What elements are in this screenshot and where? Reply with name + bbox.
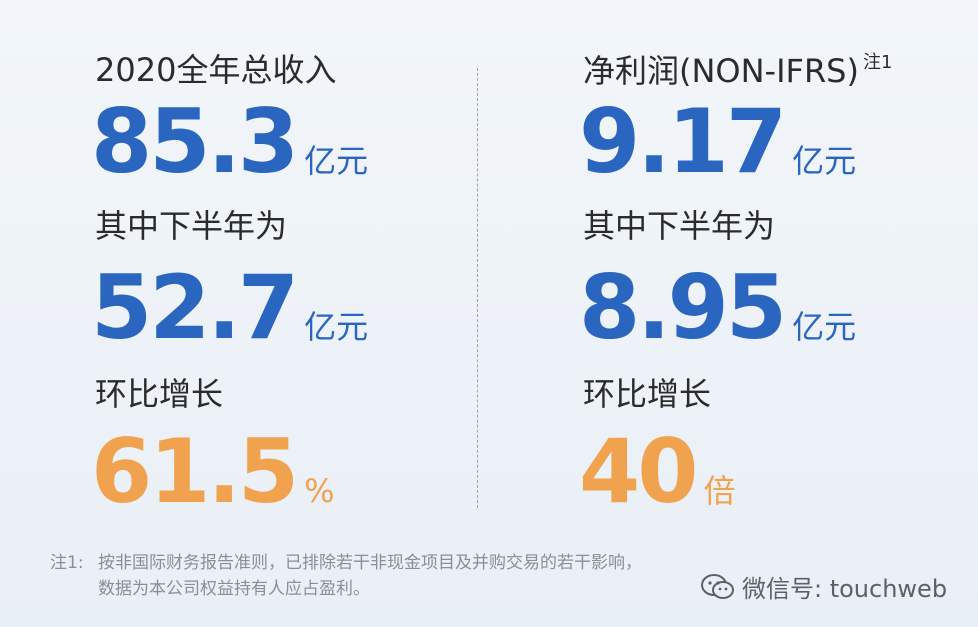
metric-title: 净利润(NON-IFRS) 注1 xyxy=(583,52,893,90)
metric: 8.95 亿元 xyxy=(579,264,856,352)
divider xyxy=(477,68,478,508)
watermark: 微信号: touchweb xyxy=(700,569,947,604)
metric-subtitle: 环比增长 xyxy=(95,375,224,413)
note-mark: 注1 xyxy=(862,52,893,73)
metric: 85.3 亿元 xyxy=(91,98,368,186)
metric-subtitle: 其中下半年为 xyxy=(95,207,288,245)
metric-unit: 亿元 xyxy=(304,308,369,346)
metric-unit: 亿元 xyxy=(792,308,857,346)
metric-subtitle: 环比增长 xyxy=(583,375,712,413)
metric: 40 倍 xyxy=(579,428,735,516)
wechat-icon xyxy=(701,573,734,599)
metric-unit: 亿元 xyxy=(792,142,857,180)
metric-value: 61.5 xyxy=(91,420,299,523)
metric-value: 9.17 xyxy=(579,90,787,193)
metric-unit: 亿元 xyxy=(304,142,369,180)
footnote-label: 注1: xyxy=(50,553,84,573)
footnote-line: 数据为本公司权益持有人应占盈利。 xyxy=(98,579,370,599)
metric-title-text: 净利润(NON-IFRS) xyxy=(583,52,859,90)
metric-unit: 倍 xyxy=(703,472,736,510)
metric-unit: % xyxy=(304,472,335,510)
metric: 61.5% xyxy=(91,428,335,516)
metric-value: 85.3 xyxy=(91,90,299,193)
watermark-text: 微信号: touchweb xyxy=(742,575,948,603)
metric-subtitle: 其中下半年为 xyxy=(583,207,776,245)
metric-value: 40 xyxy=(579,420,698,523)
footnote-line: 按非国际财务报告准则，已排除若干非现金项目及并购交易的若干影响， xyxy=(98,553,642,573)
metric-value: 52.7 xyxy=(91,256,299,359)
metric-title: 2020全年总收入 xyxy=(95,51,337,89)
metric: 52.7 亿元 xyxy=(91,264,368,352)
metric: 9.17 亿元 xyxy=(579,98,856,186)
metric-value: 8.95 xyxy=(579,256,787,359)
